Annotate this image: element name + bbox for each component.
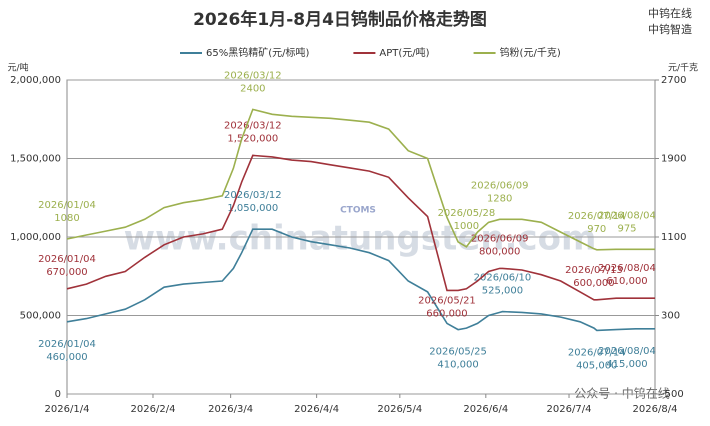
annotation-date: 2026/07/14 <box>568 347 626 358</box>
data-label: 800,000 <box>479 246 520 257</box>
x-tick-label: 2026/4/4 <box>294 404 339 415</box>
annotation-date: 2026/06/10 <box>474 273 532 284</box>
data-label: 670,000 <box>46 267 87 278</box>
watermark: www.chinatungsten.com <box>124 219 597 259</box>
y2-tick-label: 1900 <box>661 154 686 165</box>
data-label: 610,000 <box>606 276 647 287</box>
x-tick-label: 2026/8/4 <box>633 404 678 415</box>
data-label: 415,000 <box>606 359 647 370</box>
y-tick-label: 2,000,000 <box>10 75 61 86</box>
x-tick-label: 2026/2/4 <box>131 404 176 415</box>
annotation-date: 2026/06/09 <box>471 180 529 191</box>
y2-axis-label: 元/千克 <box>668 63 698 74</box>
x-tick-label: 2026/6/4 <box>463 404 508 415</box>
data-label: 1080 <box>54 213 79 224</box>
legend-label: 钨粉(元/千克) <box>500 46 561 59</box>
y-tick-label: 1,500,000 <box>10 154 61 165</box>
annotation-date: 2026/08/04 <box>598 263 656 274</box>
annotation-date: 2026/08/04 <box>598 210 656 221</box>
data-label: 970 <box>587 224 606 235</box>
annotation-date: 2026/01/04 <box>38 254 96 265</box>
y2-tick-label: 300 <box>661 311 680 322</box>
data-label: 525,000 <box>482 286 523 297</box>
y-axis-label: 元/吨 <box>7 62 28 74</box>
data-label: 1,050,000 <box>227 203 278 214</box>
data-label: 405,000 <box>576 360 617 371</box>
x-tick-label: 2026/3/4 <box>208 404 253 415</box>
data-label: 660,000 <box>426 308 467 319</box>
series-line <box>66 228 655 332</box>
footer-note: 公众号 · 中钨在线 <box>574 386 669 401</box>
data-label: 1000 <box>454 221 479 232</box>
x-tick-label: 2026/7/4 <box>547 404 592 415</box>
annotation-date: 2026/07/14 <box>568 211 626 222</box>
annotation-date: 2026/03/12 <box>224 120 282 131</box>
annotation-date: 2026/05/21 <box>418 295 476 306</box>
data-label: 2400 <box>240 83 265 94</box>
data-label: 975 <box>617 223 636 234</box>
brand: 中钨智造 <box>648 22 692 36</box>
data-label: 600,000 <box>573 278 614 289</box>
data-label: 1280 <box>487 193 512 204</box>
series-line <box>66 108 655 251</box>
annotation-date: 2026/03/12 <box>224 190 282 201</box>
legend-label: 65%黑钨精矿(元/标吨) <box>206 46 309 59</box>
annotation-date: 2026/01/04 <box>38 339 96 350</box>
logo: CTOMS <box>340 206 376 216</box>
x-tick-label: 2026/1/4 <box>45 404 90 415</box>
y-tick-label: 0 <box>55 389 61 400</box>
annotation-date: 2026/01/04 <box>38 200 96 211</box>
y2-tick-label: 2700 <box>661 75 686 86</box>
series-line <box>66 154 655 301</box>
y-tick-label: 500,000 <box>20 311 61 322</box>
annotation-date: 2026/03/12 <box>224 70 282 81</box>
annotation-date: 2026/08/04 <box>598 346 656 357</box>
chart-title: 2026年1月-8月4日钨制品价格走势图 <box>193 9 487 30</box>
annotation-date: 2026/06/09 <box>471 233 529 244</box>
x-tick-label: 2026/5/4 <box>377 404 422 415</box>
legend-label: APT(元/吨) <box>379 46 429 59</box>
y2-tick-label: 1100 <box>661 232 686 243</box>
data-label: 410,000 <box>437 360 478 371</box>
brand: 中钨在线 <box>648 6 692 20</box>
y2-tick-label: -500 <box>661 389 684 400</box>
data-label: 1,520,000 <box>227 133 278 144</box>
y-tick-label: 1,000,000 <box>10 232 61 243</box>
data-label: 460,000 <box>46 352 87 363</box>
annotation-date: 2026/05/28 <box>438 208 496 219</box>
annotation-date: 2026/07/13 <box>565 265 623 276</box>
annotation-date: 2026/05/25 <box>429 347 487 358</box>
